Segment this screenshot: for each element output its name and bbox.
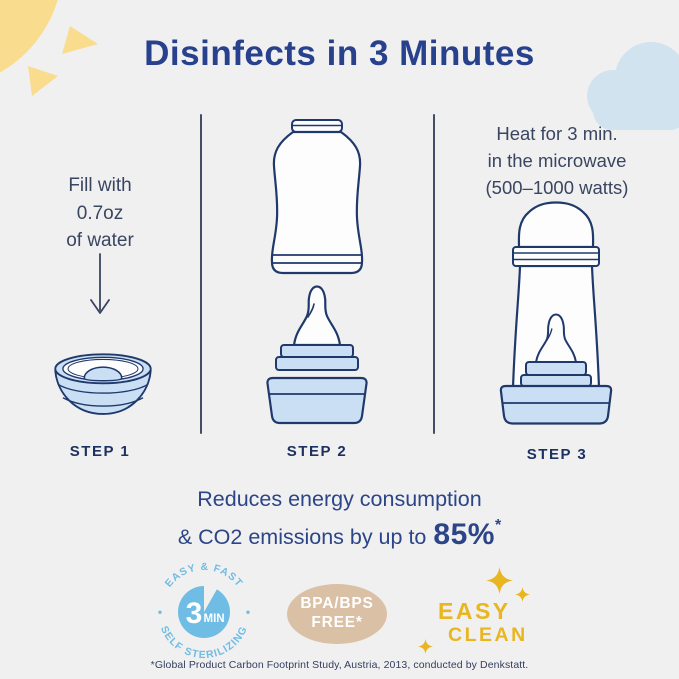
bpa-badge-line1: BPA/BPS	[300, 595, 374, 613]
bowl-illustration	[54, 353, 152, 415]
easy-clean-line1: EASY	[438, 598, 511, 624]
clock-hand-wedge	[204, 584, 218, 612]
step-divider-2	[433, 114, 435, 434]
bpa-badge-line2: FREE*	[311, 614, 363, 631]
easy-clean-badge: EASY CLEAN	[415, 558, 565, 668]
sun-icon	[0, 0, 98, 96]
easy-clean-line2: CLEAN	[448, 624, 528, 646]
footnote: *Global Product Carbon Footprint Study, …	[150, 659, 529, 671]
page-title: Disinfects in 3 Minutes	[144, 34, 535, 73]
sparkle-icon	[515, 587, 530, 602]
step1-label: STEP 1	[69, 443, 131, 460]
benefit-statement: Reduces energy consumption & CO2 emissio…	[0, 486, 679, 553]
badge-dot-right: •	[246, 605, 250, 619]
step-divider-1	[200, 114, 202, 434]
step2-label: STEP 2	[286, 443, 348, 460]
benefit-line1: Reduces energy consumption	[197, 487, 482, 511]
badge-minutes-number: 3	[186, 597, 203, 630]
badge-dot-left: •	[158, 605, 162, 619]
badge-minutes-unit: MIN	[204, 613, 225, 625]
bpa-free-badge: BPA/BPS FREE*	[287, 584, 387, 644]
cloud-icon	[587, 42, 679, 130]
step3-instruction: Heat for 3 min. in the microwave (500–10…	[485, 123, 629, 198]
benefit-footnote-marker: *	[494, 516, 502, 534]
benefit-highlight-value: 85%	[433, 517, 495, 551]
step3-label: STEP 3	[526, 446, 588, 463]
down-arrow-icon	[90, 253, 110, 314]
bottle-parts-illustration	[266, 119, 368, 425]
step1-instruction: Fill with 0.7oz of water	[66, 175, 134, 252]
sparkle-icon	[486, 567, 513, 594]
sparkle-icon	[418, 639, 433, 654]
assembled-bottle-illustration	[499, 201, 613, 425]
benefit-line2-text: & CO2 emissions by up to	[177, 524, 427, 549]
self-sterilizing-badge: 3 MIN EASY & FAST SELF STERILIZING • •	[158, 562, 250, 661]
benefit-line2: & CO2 emissions by up to 85%*	[0, 516, 679, 554]
